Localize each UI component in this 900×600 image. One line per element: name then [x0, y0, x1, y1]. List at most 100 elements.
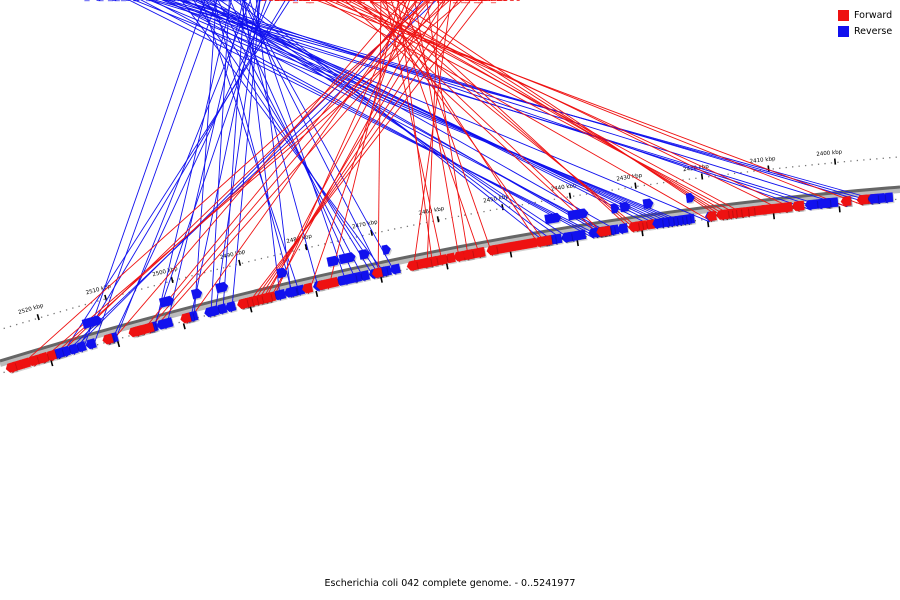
gene-label-EC042_2370: EC042_2370	[167, 0, 230, 2]
scale-tick-mark	[634, 182, 637, 189]
scale-tick-mark	[767, 165, 770, 172]
reverse-swatch-icon	[838, 26, 849, 37]
gene-label-EC042_2342: EC042_2342	[173, 0, 236, 2]
gene-label-gatB: gatB	[111, 0, 134, 2]
leader-udk	[178, 0, 874, 205]
gene-label-EC042_2358: EC042_2358	[206, 0, 269, 2]
leader-mrp	[242, 0, 550, 247]
gene-label-rihB: rihB	[266, 0, 286, 2]
gene-mdtA	[793, 200, 805, 211]
scale-tick-label: 2520 kbp	[18, 303, 45, 316]
leader-mdtC	[333, 0, 745, 219]
scale-tick-mark	[36, 314, 40, 321]
gene-EC042_2357	[389, 263, 401, 275]
gene-label-gatD: gatD	[125, 0, 149, 2]
gene-EC042_2342	[561, 231, 573, 243]
gene-feature	[158, 295, 175, 308]
leader-EC042_2390	[153, 0, 232, 333]
leader-EC042_2359	[229, 0, 358, 284]
gene-label-EC042_2363: EC042_2363	[155, 0, 218, 2]
leader-EC042_2355	[397, 0, 434, 268]
scale-tick-mark	[838, 206, 841, 213]
gene-label-EC042_2341: EC042_2341	[76, 0, 139, 2]
gene-label-dusC: dusC	[231, 0, 256, 2]
leader-rcnA	[355, 0, 607, 237]
leader-EC042_2347	[380, 0, 541, 248]
gene-label-EC042_2391: EC042_2391	[407, 0, 470, 4]
leader-EC042_2405	[34, 0, 464, 367]
gene-label-EC042_2374: EC042_2374	[408, 0, 471, 4]
scale-tick-mark	[116, 340, 121, 348]
gene-label-fruA: fruA	[287, 0, 308, 2]
leader-EC042_2342	[218, 0, 568, 244]
gene-label-asmA: asmA	[129, 0, 157, 2]
gene-EC042_2308	[857, 194, 869, 205]
scale-tick-mark	[315, 290, 319, 298]
leader-galS	[210, 0, 230, 318]
scale-tick-mark	[182, 323, 186, 330]
gene-label-EC042_2348: EC042_2348	[357, 0, 420, 4]
gene-label-EC042_2364: EC042_2364	[142, 0, 205, 2]
leader-cdd	[271, 0, 408, 303]
gene-mdtQ	[284, 286, 298, 298]
gene-label-udk: udk	[143, 0, 162, 2]
gene-label-EC042_2353: EC042_2353	[353, 0, 416, 4]
gene-label-mdtQ: mdtQ	[241, 0, 269, 2]
gene-label-EC042_2380: EC042_2380	[459, 0, 522, 4]
gene-label-EC042_2330: EC042_2330	[314, 0, 377, 4]
leader-EC042_2341	[127, 0, 603, 238]
gene-label-EC042_2378: EC042_2378	[446, 0, 509, 4]
genome-axis-shadow	[0, 187, 900, 367]
gene-label-EC042_2331: EC042_2331	[328, 0, 391, 4]
leader-cirA	[165, 0, 244, 330]
gene-label-gatC: gatC	[148, 0, 171, 2]
leader-mglC	[231, 0, 261, 313]
scale-tick-mark	[700, 173, 704, 180]
leader-EC042_2320	[394, 0, 725, 221]
gene-label-sanA: sanA	[439, 0, 464, 4]
scale-tick-mark	[706, 221, 710, 228]
gene-label-mglA: mglA	[232, 0, 258, 2]
gene-label-EC042_2333: EC042_2333	[160, 0, 223, 2]
gene-mglC	[225, 301, 237, 312]
gene-label-EC042_2373: EC042_2373	[395, 0, 458, 4]
leader-thiD	[196, 0, 607, 237]
gene-dld	[316, 276, 340, 291]
gene-label-mglB: mglB	[248, 0, 274, 2]
gene-feature	[544, 212, 562, 225]
gene-cirA	[156, 317, 174, 330]
leader-mlrA	[377, 0, 382, 279]
gene-feature	[90, 315, 102, 327]
leader-thiM	[184, 0, 611, 237]
gene-feature	[190, 288, 203, 300]
leader-gatY	[168, 0, 679, 227]
leader-mglA	[222, 0, 245, 315]
gene-label-nsr: nsr	[404, 0, 421, 4]
genome-caption: Escherichia coli 042 complete genome. - …	[324, 578, 576, 589]
gene-label-cirA: cirA	[236, 0, 255, 2]
gene-feature	[619, 201, 631, 213]
gene-EC042_2356	[406, 260, 418, 271]
gene-EC042_2349	[486, 244, 498, 256]
gene-label-dld: dld	[393, 0, 408, 4]
gene-label-EC042_2369: EC042_2369	[382, 0, 445, 4]
gene-label-EC042_2308: EC042_2308	[261, 0, 324, 4]
gene-label-fruK: fruK	[425, 0, 446, 2]
scale-tick-mark	[380, 276, 383, 283]
leader-lysP	[151, 0, 267, 334]
gene-feature	[358, 249, 370, 260]
gene-EC042_2332	[628, 221, 640, 232]
gene-rcnA	[600, 225, 612, 237]
gene-label-EC042_2355: EC042_2355	[366, 0, 429, 4]
leader-nfo	[137, 0, 418, 337]
gene-EC042_2374	[261, 292, 273, 304]
legend-label-reverse: Reverse	[854, 26, 893, 37]
gene-label-EC042_2339: EC042_2339	[304, 0, 367, 4]
leader-EC042_2310	[326, 0, 847, 208]
leader-EC042_2337	[151, 0, 595, 239]
gene-label-EC042_2312: EC042_2312	[102, 0, 165, 2]
gene-EC042_2380	[237, 298, 249, 309]
leader-metG	[368, 0, 548, 247]
gene-label-EC042_2334: EC042_2334	[114, 0, 177, 2]
